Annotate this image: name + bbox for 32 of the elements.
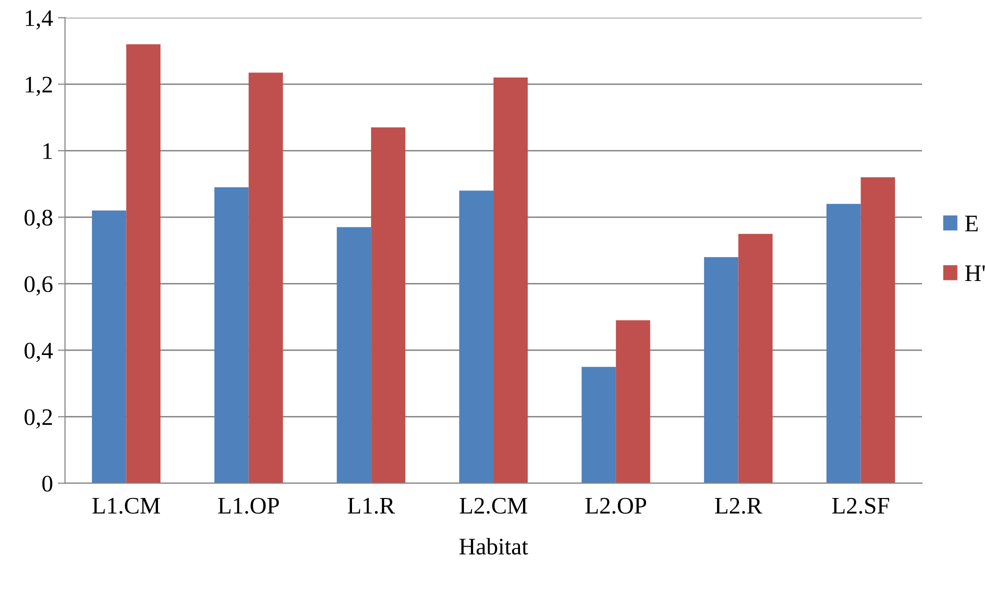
bar <box>459 190 494 484</box>
x-axis-title: Habitat <box>459 538 528 555</box>
x-tick-label: L1.CM <box>92 498 160 514</box>
y-tick-label: 1 <box>43 143 52 159</box>
bar <box>371 127 406 484</box>
y-tick-label: 0,8 <box>24 210 52 230</box>
bar <box>248 72 283 484</box>
bar <box>826 204 861 484</box>
legend-label: H' <box>965 266 985 282</box>
bar <box>738 234 773 484</box>
y-tick-label: 0 <box>42 476 52 492</box>
x-tick-label: L2.R <box>715 498 762 514</box>
bar <box>704 257 738 484</box>
bar <box>92 210 126 484</box>
bar <box>493 78 528 484</box>
bar <box>616 320 650 484</box>
bar <box>214 187 249 484</box>
y-tick-label: 1,2 <box>26 76 52 96</box>
y-tick-label: 0,2 <box>24 409 52 429</box>
x-tick-label: L2.SF <box>832 498 890 514</box>
bar <box>860 177 896 484</box>
x-tick-label: L2.CM <box>460 498 528 514</box>
y-tick-label: 0,4 <box>24 342 53 362</box>
legend-label: E <box>965 216 978 232</box>
bar <box>336 227 372 484</box>
x-tick-label: L2.OP <box>585 498 646 514</box>
y-tick-label: 1,4 <box>26 10 53 30</box>
y-tick-label: 0,6 <box>24 276 52 296</box>
x-tick-label: L1.OP <box>218 498 279 514</box>
bar <box>126 44 160 484</box>
x-tick-label: L1.R <box>348 498 395 514</box>
bar <box>582 366 616 484</box>
